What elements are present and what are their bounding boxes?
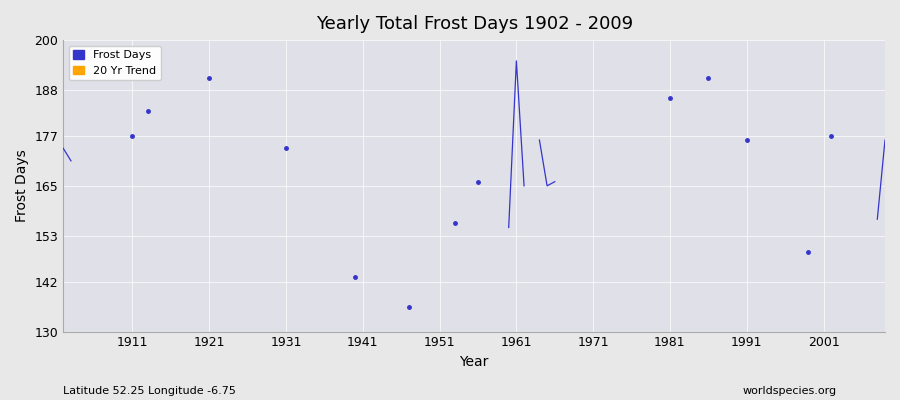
Text: worldspecies.org: worldspecies.org	[742, 386, 837, 396]
X-axis label: Year: Year	[460, 355, 489, 369]
Legend: Frost Days, 20 Yr Trend: Frost Days, 20 Yr Trend	[68, 46, 161, 80]
Text: Latitude 52.25 Longitude -6.75: Latitude 52.25 Longitude -6.75	[63, 386, 236, 396]
Title: Yearly Total Frost Days 1902 - 2009: Yearly Total Frost Days 1902 - 2009	[316, 15, 633, 33]
Y-axis label: Frost Days: Frost Days	[15, 150, 29, 222]
